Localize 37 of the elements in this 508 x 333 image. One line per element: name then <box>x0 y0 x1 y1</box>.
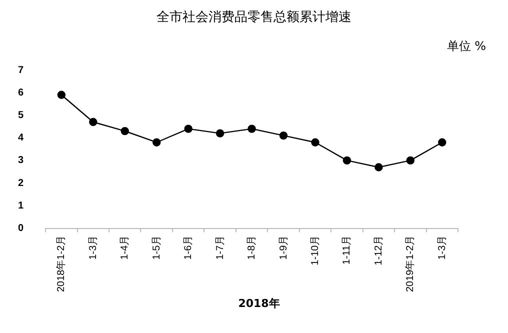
y-tick-label: 6 <box>18 87 24 98</box>
y-tick-label: 4 <box>18 132 24 144</box>
y-tick-label: 2 <box>18 178 24 189</box>
point <box>406 156 415 165</box>
y-tick-label: 5 <box>18 110 24 121</box>
point <box>152 138 161 146</box>
point <box>342 156 352 165</box>
text: 单位 % <box>446 38 486 55</box>
x-tick-label: 2019年1-2月 <box>404 235 416 292</box>
point <box>279 131 288 140</box>
x-tick-label: 1-7月 <box>214 235 226 260</box>
x-tick-label: 1-11月 <box>342 235 353 265</box>
x-tick-label: 1-3月 <box>88 235 99 260</box>
x-tick-label: 1-4月 <box>120 235 131 260</box>
y-tick-label: 0 <box>18 223 24 234</box>
x-tick-label: 1-6月 <box>183 235 194 260</box>
x-tick-label: 2018年1-2月 <box>55 235 68 292</box>
x-tick-label: 1-8月 <box>246 235 258 260</box>
x-tick-label: 1-3月 <box>436 235 448 260</box>
point <box>89 118 98 126</box>
point <box>57 90 66 99</box>
point <box>184 124 192 133</box>
x-tick-label: 1-5月 <box>151 235 162 260</box>
x-axis-title: 2018年 <box>237 296 281 311</box>
y-tick-label: 7 <box>18 64 24 76</box>
y-tick-label: 1 <box>18 200 24 212</box>
point <box>311 138 320 146</box>
x-tick-label: 1-12月 <box>373 235 384 266</box>
point <box>216 129 224 138</box>
x-tick-label: 1-10月 <box>310 235 321 266</box>
point <box>438 138 446 146</box>
point <box>120 126 129 136</box>
point <box>374 163 383 172</box>
point <box>248 124 256 133</box>
y-tick-label: 3 <box>18 155 24 166</box>
chart-title: 全市社会消费品零售总额累计增速 <box>156 9 352 26</box>
x-tick-label: 1-9月 <box>278 235 290 260</box>
